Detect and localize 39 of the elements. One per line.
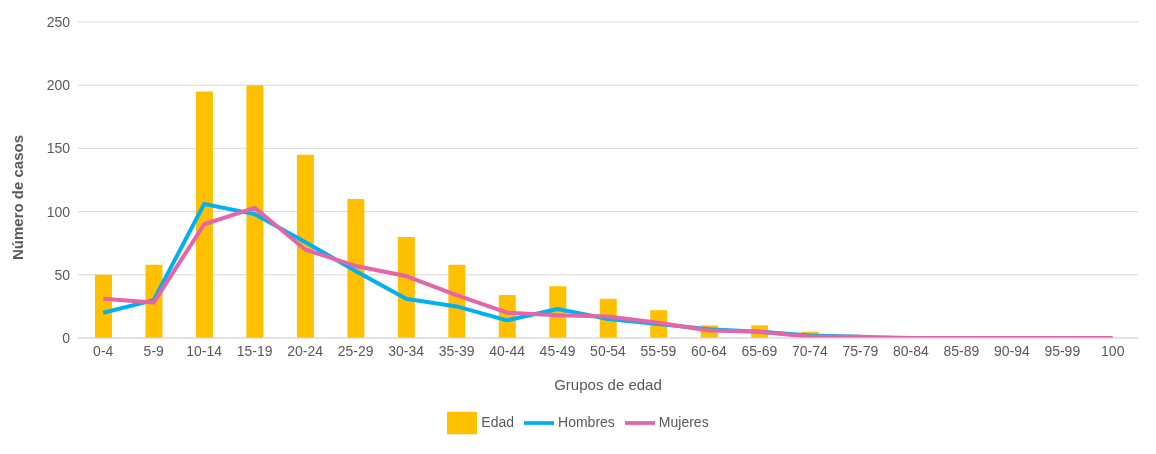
y-tick-label: 100 [46, 203, 71, 220]
bar [347, 198, 365, 338]
bar [195, 91, 213, 338]
x-tick-label: 55-59 [640, 342, 677, 359]
x-tick-label: 70-74 [792, 342, 829, 359]
legend-label: Edad [481, 413, 515, 430]
y-tick-label: 150 [46, 140, 71, 157]
x-tick-label: 0-4 [93, 342, 114, 359]
y-axis-title: Número de casos [9, 134, 27, 260]
x-tick-label: 25-29 [337, 342, 374, 359]
bar [246, 85, 264, 338]
y-tick-label: 250 [46, 13, 71, 30]
legend-label: Hombres [558, 413, 615, 430]
x-tick-label: 45-49 [539, 342, 576, 359]
y-tick-label: 50 [54, 266, 71, 283]
x-tick-label: 40-44 [489, 342, 526, 359]
x-tick-label: 15-19 [236, 342, 273, 359]
x-tick-label: 5-9 [143, 342, 165, 359]
x-tick-label: 10-14 [186, 342, 223, 359]
x-tick-label: 65-69 [741, 342, 778, 359]
bar [397, 236, 415, 338]
legend-label: Mujeres [658, 413, 709, 430]
x-tick-label: 35-39 [438, 342, 475, 359]
x-tick-label: 95-99 [1044, 342, 1081, 359]
x-tick-label: 90-94 [993, 342, 1030, 359]
x-tick-label: 50-54 [590, 342, 627, 359]
x-tick-label: 20-24 [287, 342, 324, 359]
x-tick-label: 60-64 [691, 342, 728, 359]
bar [296, 154, 314, 338]
x-tick-label: 75-79 [842, 342, 879, 359]
bar [95, 274, 112, 338]
x-axis-title: Grupos de edad [554, 376, 662, 393]
x-tick-label: 30-34 [388, 342, 425, 359]
y-tick-label: 200 [46, 77, 71, 94]
x-tick-label: 100 [1101, 342, 1125, 359]
x-tick-label: 80-84 [892, 342, 929, 359]
y-tick-label: 0 [62, 329, 71, 346]
line-series [101, 205, 1115, 338]
x-tick-label: 85-89 [943, 342, 980, 359]
